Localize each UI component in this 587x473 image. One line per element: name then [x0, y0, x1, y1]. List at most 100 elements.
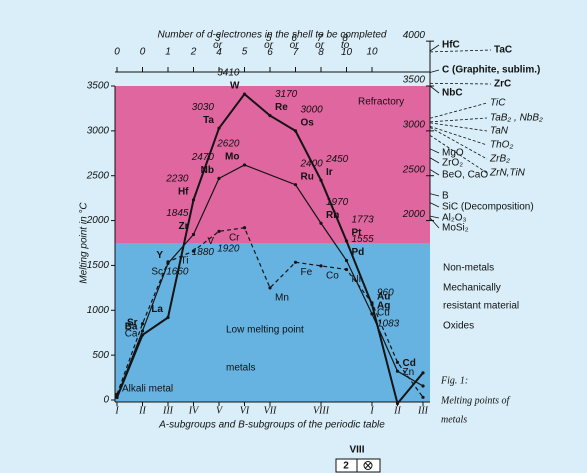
- compound-marker: [429, 217, 440, 229]
- value-label: 2400: [300, 158, 324, 169]
- point: [370, 301, 374, 305]
- point: [217, 176, 221, 181]
- point: [140, 322, 145, 326]
- note: Mechanically: [443, 283, 501, 294]
- x-axis-title: A-subgroups and B-subgroups of the perio…: [158, 420, 385, 431]
- x-tick-label: III: [162, 405, 174, 416]
- point-label: Pt: [352, 228, 363, 239]
- x-tick-label: VIII: [313, 405, 330, 416]
- point: [344, 239, 349, 243]
- region-label: Refractory: [358, 97, 404, 108]
- point: [421, 371, 425, 375]
- point: [395, 369, 400, 373]
- point: [293, 260, 298, 264]
- y2-tick-label: 3000: [403, 119, 426, 130]
- point-label: Ti: [181, 256, 189, 267]
- y-tick-label: 3500: [87, 81, 110, 92]
- point: [344, 267, 349, 272]
- point: [268, 286, 272, 290]
- point-label: La: [151, 304, 163, 315]
- point: [217, 126, 221, 130]
- y-tick-label: 0: [103, 395, 109, 406]
- compound-marker: [429, 202, 440, 208]
- top-tick-label: 2: [190, 47, 197, 58]
- point: [268, 114, 272, 118]
- x-tick-label: VI: [240, 405, 250, 416]
- point: [293, 183, 298, 187]
- compound-label: NbC: [442, 88, 463, 99]
- compound-label: Al₂O₃: [442, 213, 467, 224]
- point-label: Nb: [201, 165, 214, 176]
- point-label: Au: [377, 291, 390, 302]
- footer-icon: [363, 461, 373, 470]
- point: [319, 264, 323, 268]
- y-tick-label: 2500: [86, 170, 110, 181]
- point-label: Ba: [125, 322, 138, 333]
- point-label: Cr: [229, 232, 240, 243]
- point: [395, 360, 400, 364]
- point-label: Re: [275, 102, 288, 113]
- x-tick-label: I: [114, 405, 119, 416]
- compound-label: ZrC: [494, 79, 511, 90]
- compound-marker: [429, 126, 488, 160]
- compound-marker: [429, 135, 488, 174]
- point: [395, 401, 400, 406]
- point: [191, 249, 196, 253]
- compound-label: MgO: [442, 148, 464, 159]
- point-label: W: [230, 81, 240, 92]
- top-tick-label: 0: [140, 47, 146, 58]
- point-label: Y: [156, 250, 163, 261]
- point-label: Os: [301, 117, 315, 128]
- compound-label: C (Graphite, sublim.): [442, 65, 540, 76]
- top-tick-label: 5 or 6: [264, 33, 276, 58]
- point-label: V: [207, 236, 214, 247]
- point-label: Mn: [275, 292, 289, 303]
- x-tick-label: V: [216, 405, 224, 416]
- note: Non-metals: [443, 263, 494, 274]
- compound-marker: [429, 148, 440, 154]
- top-tick-label: 0: [114, 47, 120, 58]
- top-tick-label: 6 or 7: [290, 33, 302, 58]
- annotation: Alkali metal: [122, 384, 173, 395]
- y2-tick-label: 4000: [403, 30, 426, 41]
- x-tick-label: II: [393, 405, 401, 416]
- caption: Melting points of: [440, 395, 511, 406]
- compound-marker: [429, 157, 440, 164]
- compound-marker: [429, 44, 440, 52]
- caption: metals: [441, 414, 467, 425]
- point: [115, 392, 119, 396]
- point-label: Zr: [179, 221, 189, 232]
- region-label: metals: [226, 363, 255, 374]
- point: [242, 226, 247, 230]
- point-label: Ni: [352, 274, 361, 285]
- footer-icon: [364, 462, 372, 469]
- point: [166, 315, 170, 320]
- y-tick-label: 2000: [86, 215, 110, 226]
- point-label: Fe: [301, 267, 313, 278]
- compound-marker: [429, 85, 440, 94]
- y-tick-label: 1000: [87, 305, 110, 316]
- point: [344, 258, 349, 263]
- compound-label: MoSi₂: [442, 223, 469, 234]
- compound-label: HfC: [442, 40, 460, 51]
- value-label: 2620: [216, 139, 240, 150]
- point-label: Ir: [326, 167, 333, 178]
- value-label: 3030: [192, 102, 215, 113]
- x-tick-label: II: [138, 405, 146, 416]
- point: [293, 129, 298, 133]
- footer-group: VIII: [349, 445, 364, 456]
- compound-label: TaC: [494, 45, 512, 56]
- series-line: [116, 164, 424, 397]
- point-label: Zn: [403, 367, 415, 378]
- region-label: Low melting point: [226, 325, 304, 336]
- point-label: Pd: [352, 247, 365, 258]
- top-tick-label: 1: [165, 47, 171, 58]
- point-label: Cd: [403, 358, 416, 369]
- value-label: 1083: [377, 318, 400, 329]
- compound-marker: [429, 193, 440, 197]
- compound-marker: [429, 215, 440, 219]
- compound-label: ZrB₂: [489, 154, 510, 165]
- point-label: Ru: [301, 171, 314, 182]
- x-tick-label: I: [369, 405, 374, 416]
